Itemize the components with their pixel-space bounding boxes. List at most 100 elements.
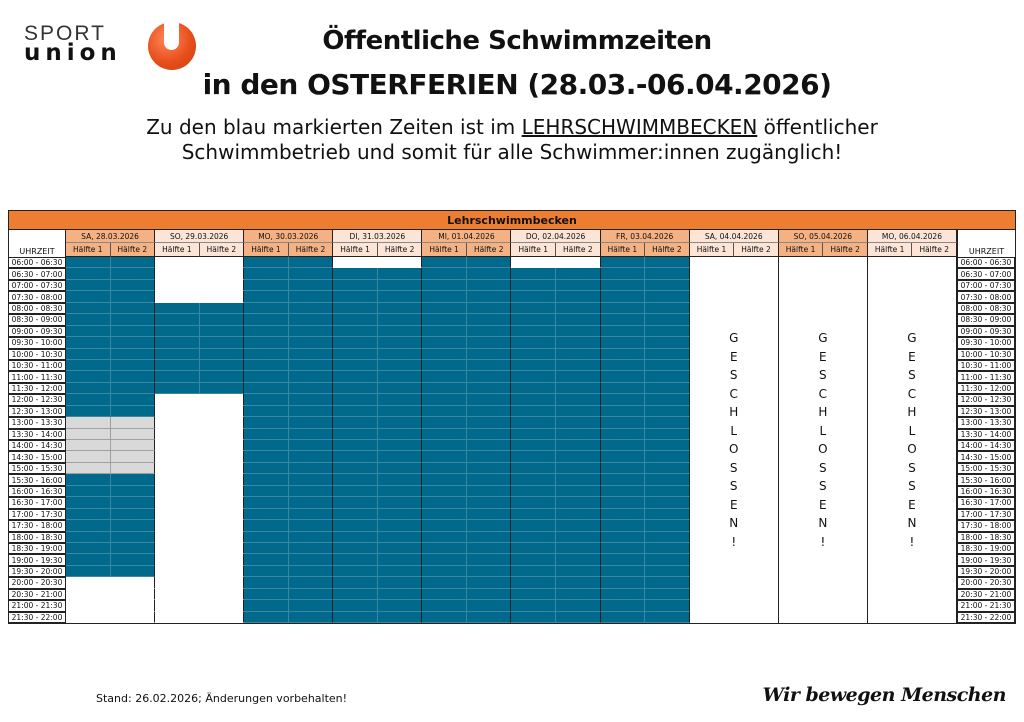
time-label: 08:00 - 08:30 — [9, 302, 66, 315]
closed-letter: E — [908, 497, 916, 512]
subtitle-text: Zu den blau markierten Zeiten ist im — [146, 115, 522, 139]
slot-open — [422, 485, 467, 498]
slot-open — [466, 279, 512, 292]
slot-open — [422, 451, 467, 463]
slot-open — [333, 394, 378, 406]
closed-letter: S — [908, 368, 916, 382]
time-label: 08:00 - 08:30 — [956, 302, 1015, 315]
time-label: 07:00 - 07:30 — [956, 279, 1015, 292]
slot-open — [600, 371, 646, 383]
slot-free — [199, 611, 245, 623]
slot-free — [155, 531, 200, 543]
slot-free — [110, 611, 156, 623]
half-1-header: Hälfte 1 — [511, 243, 557, 257]
time-label: 17:00 - 17:30 — [956, 508, 1015, 521]
slot-open — [66, 520, 111, 532]
slot-free — [155, 611, 200, 623]
slot-open — [511, 371, 557, 383]
slot-open — [244, 291, 289, 303]
slot-open — [645, 611, 690, 623]
slot-open — [600, 257, 646, 269]
slot-open — [66, 394, 111, 406]
slot-open — [244, 394, 289, 406]
slot-open — [377, 348, 423, 360]
slot-open — [466, 520, 512, 532]
slot-gray — [66, 428, 111, 440]
slot-open — [556, 302, 601, 315]
slot-open — [645, 565, 690, 578]
slot-open — [511, 520, 557, 532]
time-label: 09:30 - 10:00 — [9, 337, 66, 349]
slot-open — [333, 302, 378, 315]
slot-open — [466, 291, 512, 303]
slot-open — [466, 440, 512, 452]
slot-open — [422, 440, 467, 452]
slot-open — [511, 588, 557, 601]
slot-open — [556, 440, 601, 452]
slot-open — [645, 337, 690, 349]
slot-open — [422, 542, 467, 555]
slot-open — [645, 542, 690, 555]
slot-open — [333, 588, 378, 601]
slot-open — [333, 359, 378, 372]
slot-open — [511, 600, 557, 612]
time-label: 15:00 - 15:30 — [956, 462, 1015, 475]
slot-open — [288, 520, 334, 532]
slot-free — [155, 394, 200, 406]
slot-open — [466, 611, 512, 623]
time-label: 17:30 - 18:00 — [9, 520, 66, 532]
slot-open — [288, 497, 334, 509]
slot-open — [466, 325, 512, 338]
slot-open — [377, 611, 423, 623]
slot-open — [645, 382, 690, 395]
slot-open — [288, 405, 334, 418]
slot-open — [422, 600, 467, 612]
slogan: Wir bewegen Menschen — [762, 684, 1007, 706]
slot-open — [66, 348, 111, 360]
slot-open — [377, 405, 423, 418]
slot-open — [645, 485, 690, 498]
page-title-line2: in den OSTERFERIEN (28.03.-06.04.2026) — [202, 68, 832, 101]
time-label: 12:00 - 12:30 — [956, 394, 1015, 406]
slot-open — [377, 394, 423, 406]
slot-open — [422, 565, 467, 578]
slot-open — [110, 268, 156, 280]
slot-open — [110, 554, 156, 566]
slot-open — [333, 554, 378, 566]
sport-union-logo: SPORT union — [24, 20, 204, 76]
slot-free — [199, 268, 245, 280]
half-2-header: Hälfte 2 — [734, 243, 779, 257]
slot-free — [155, 485, 200, 498]
slot-free — [155, 600, 200, 612]
slot-open — [600, 394, 646, 406]
slot-free — [155, 462, 200, 475]
time-label: 10:30 - 11:00 — [956, 359, 1015, 372]
slot-open — [645, 520, 690, 532]
slot-open — [110, 474, 156, 486]
slot-open — [645, 417, 690, 429]
time-label: 20:00 - 20:30 — [9, 577, 66, 589]
slot-open — [556, 611, 601, 623]
slot-open — [511, 359, 557, 372]
time-label: 10:00 - 10:30 — [9, 348, 66, 360]
slot-open — [511, 348, 557, 360]
slot-free — [556, 257, 601, 269]
closed-letter: C — [729, 386, 738, 401]
slot-open — [155, 302, 200, 315]
slot-open — [645, 508, 690, 521]
slot-open — [556, 600, 601, 612]
slot-open — [422, 611, 467, 623]
slot-free — [155, 565, 200, 578]
slot-open — [645, 462, 690, 475]
slot-open — [600, 417, 646, 429]
slot-open — [556, 542, 601, 555]
slot-open — [155, 371, 200, 383]
time-label: 07:00 - 07:30 — [9, 279, 66, 292]
slot-open — [466, 428, 512, 440]
slot-open — [288, 474, 334, 486]
slot-open — [244, 577, 289, 589]
slot-open — [466, 405, 512, 418]
slot-free — [155, 257, 200, 269]
slot-open — [288, 268, 334, 280]
slot-open — [377, 531, 423, 543]
